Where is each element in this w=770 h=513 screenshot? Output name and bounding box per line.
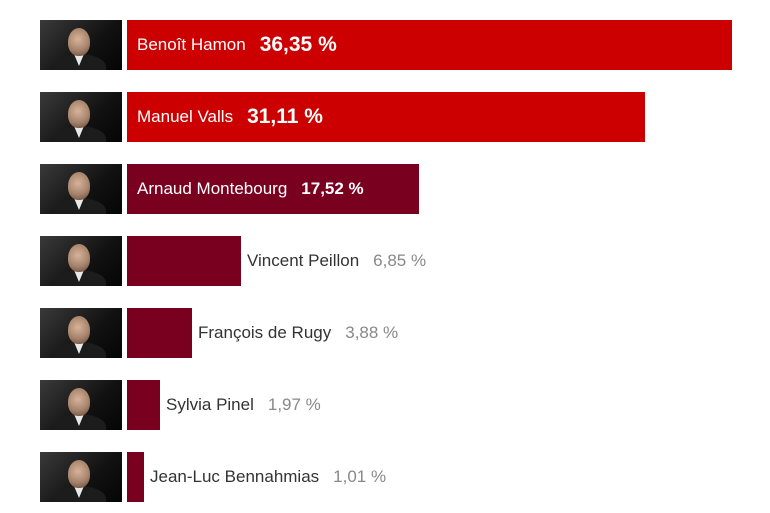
value-label: 31,11 %: [247, 105, 323, 128]
candidate-row: Vincent Peillon 6,85 %: [0, 236, 770, 288]
candidate-photo: [40, 236, 122, 286]
candidate-name: Benoît Hamon: [137, 35, 246, 54]
candidate-row: Jean-Luc Bennahmias 1,01 %: [0, 452, 770, 504]
bar-label: François de Rugy 3,88 %: [198, 308, 398, 358]
bar: [127, 92, 645, 142]
bar-label: Manuel Valls 31,11 %: [137, 92, 323, 142]
bar-label: Sylvia Pinel 1,97 %: [166, 380, 321, 430]
candidate-name: Vincent Peillon: [247, 251, 360, 270]
bar-label: Jean-Luc Bennahmias 1,01 %: [150, 452, 386, 502]
value-label: 1,97 %: [267, 395, 321, 414]
bar-label: Vincent Peillon 6,85 %: [247, 236, 426, 286]
value-label: 36,35 %: [259, 33, 337, 56]
candidate-photo: [40, 380, 122, 430]
candidate-name: Manuel Valls: [137, 107, 234, 126]
bar: [127, 452, 144, 502]
candidate-photo: [40, 308, 122, 358]
candidate-name: Jean-Luc Bennahmias: [150, 467, 320, 486]
candidate-row: Arnaud Montebourg 17,52 %: [0, 164, 770, 216]
bar: [127, 308, 192, 358]
candidate-photo: [40, 452, 122, 502]
candidate-name: François de Rugy: [198, 323, 332, 342]
candidate-photo: [40, 92, 122, 142]
bar-label: Arnaud Montebourg 17,52 %: [137, 164, 364, 214]
bar: [127, 164, 419, 214]
bar: [127, 236, 241, 286]
bar: [127, 380, 160, 430]
candidate-photo: [40, 20, 122, 70]
candidate-row: François de Rugy 3,88 %: [0, 308, 770, 360]
candidate-name: Arnaud Montebourg: [137, 179, 288, 198]
bar-label: Benoît Hamon 36,35 %: [137, 20, 337, 70]
value-label: 1,01 %: [333, 467, 387, 486]
candidate-row: Benoît Hamon 36,35 %: [0, 20, 770, 72]
candidate-name: Sylvia Pinel: [166, 395, 254, 414]
value-label: 3,88 %: [345, 323, 399, 342]
bar: [127, 20, 732, 70]
candidate-photo: [40, 164, 122, 214]
value-label: 6,85 %: [373, 251, 427, 270]
candidate-row: Manuel Valls 31,11 %: [0, 92, 770, 144]
candidate-row: Sylvia Pinel 1,97 %: [0, 380, 770, 432]
value-label: 17,52 %: [301, 179, 364, 198]
